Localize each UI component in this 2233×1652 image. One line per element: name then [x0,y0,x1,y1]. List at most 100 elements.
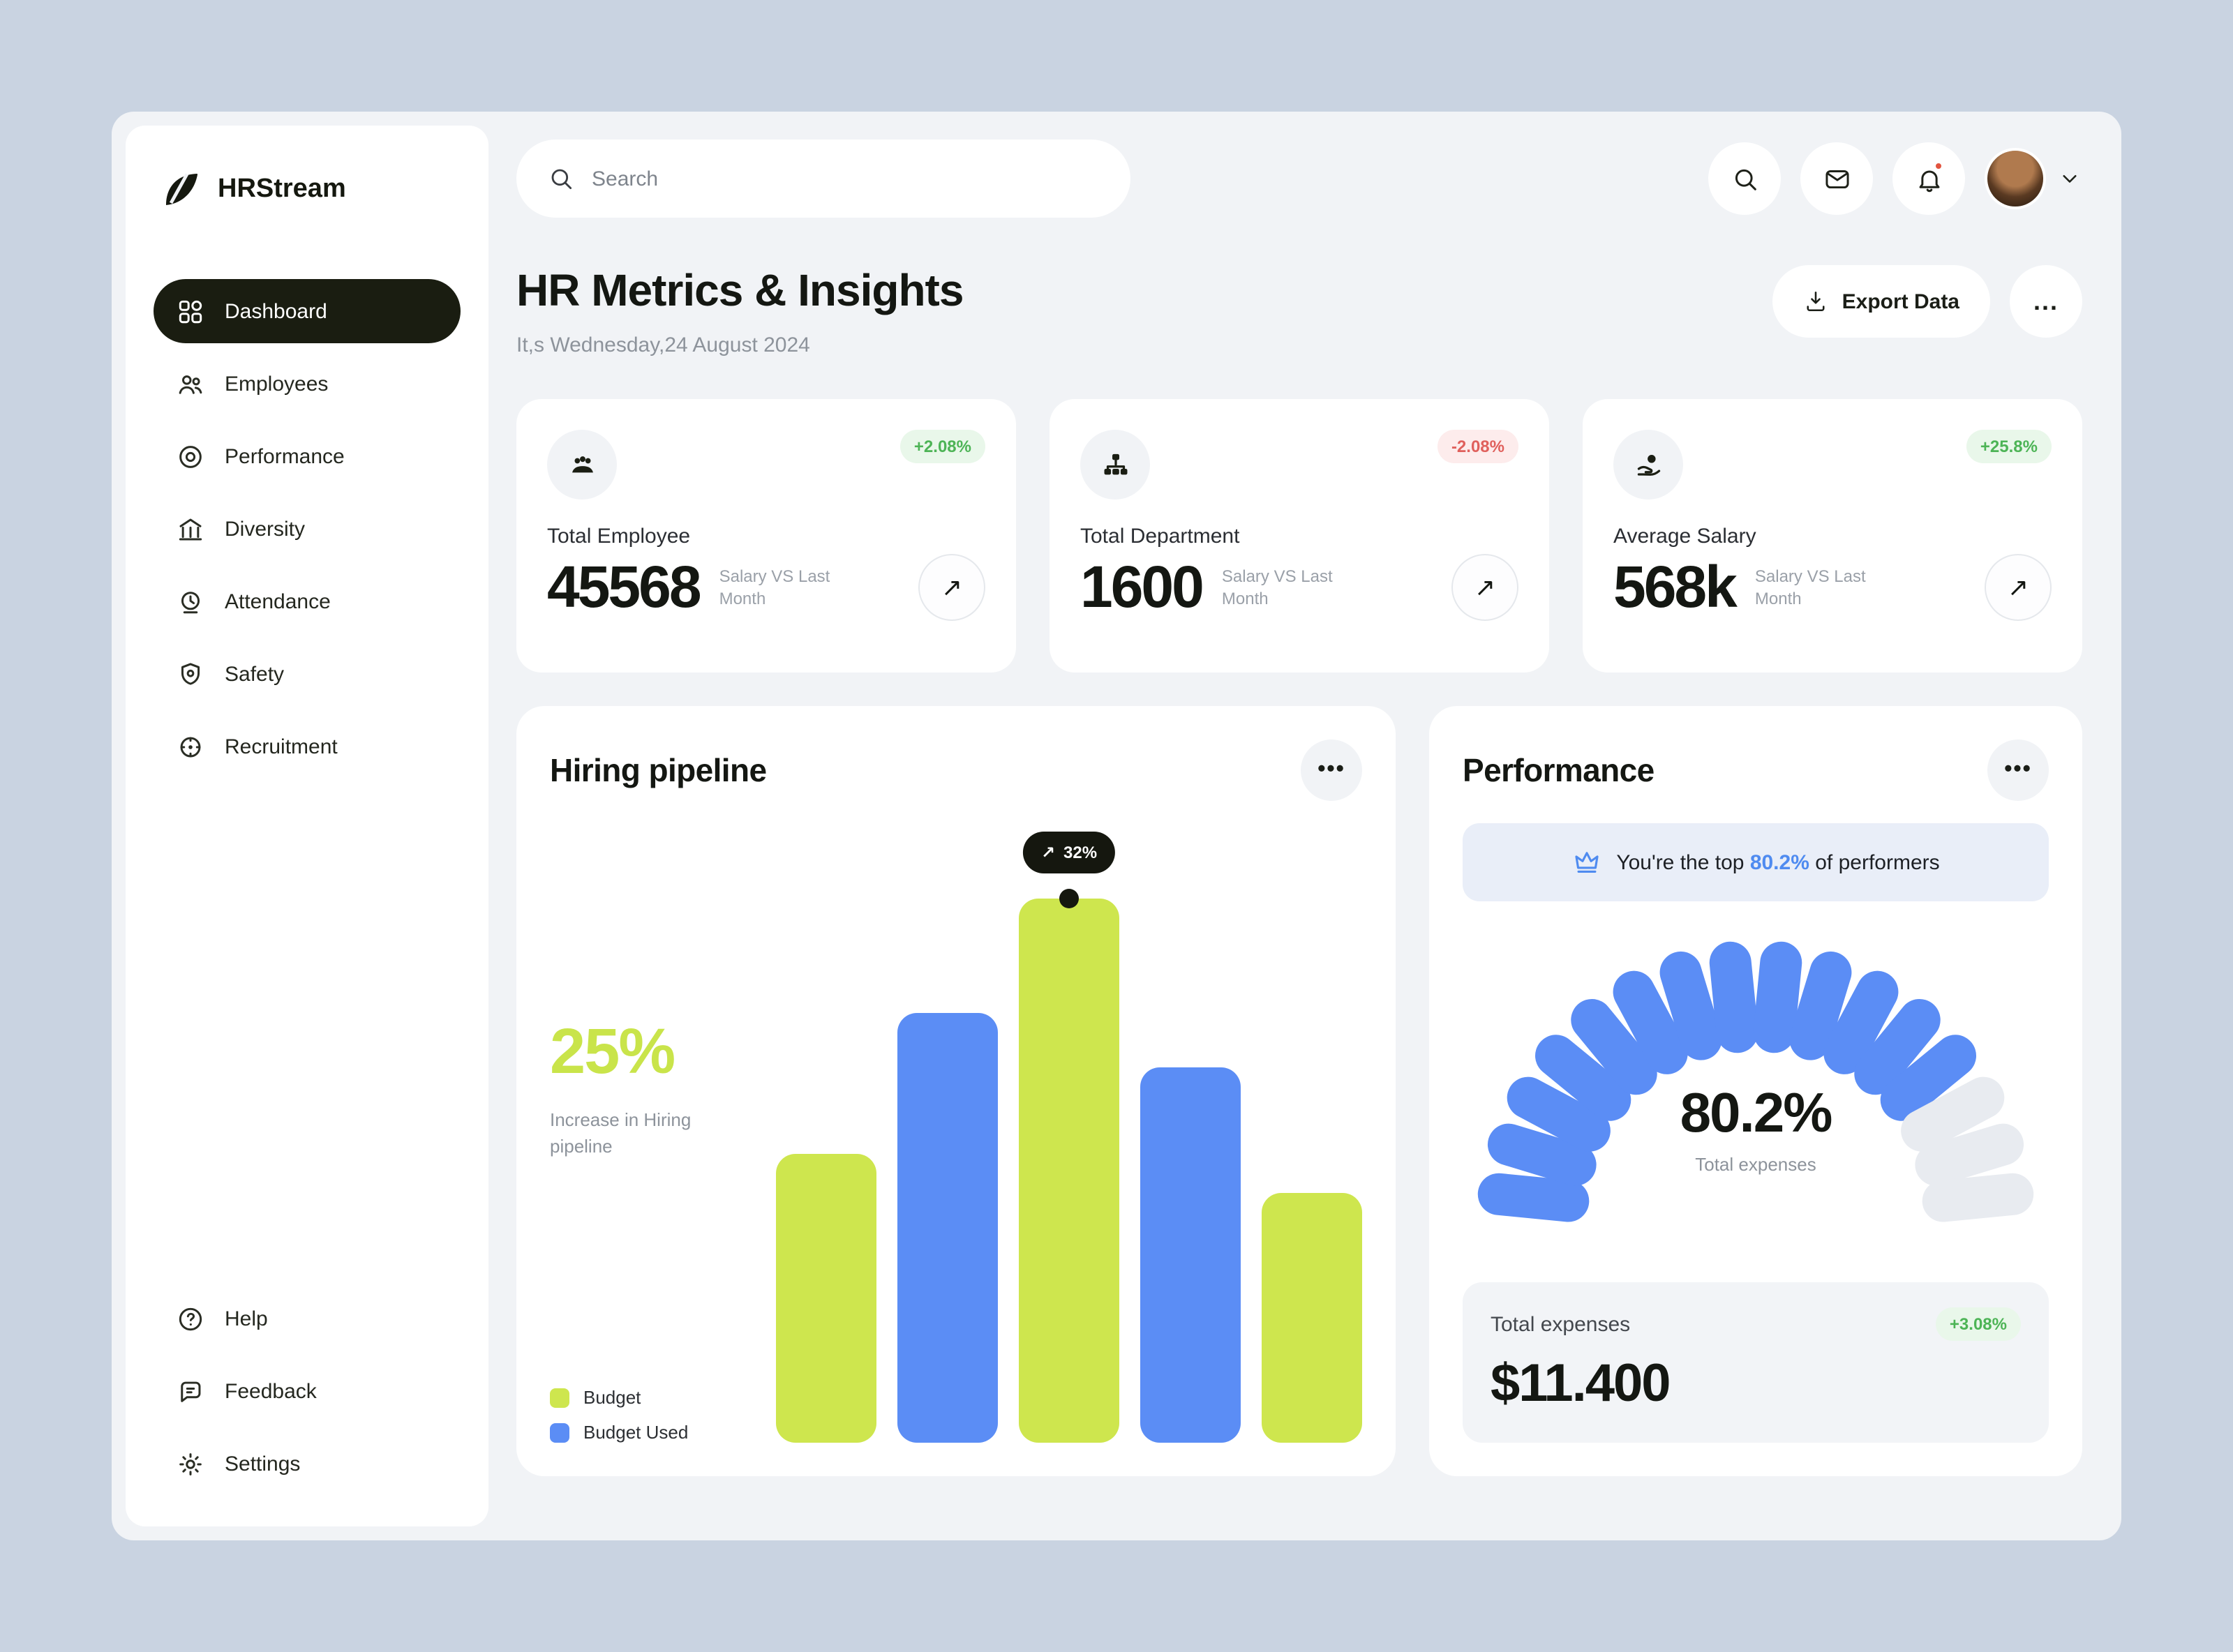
sidebar-item-help[interactable]: Help [154,1286,461,1351]
legend-label: Budget [583,1387,641,1408]
sidebar-item-label: Safety [225,662,285,686]
app-title: HRStream [218,174,346,204]
stat-icon-bubble [1080,430,1150,500]
sidebar-item-employees[interactable]: Employees [154,352,461,416]
hiring-bar [1262,1193,1362,1443]
sidebar-item-label: Performance [225,444,345,468]
stat-icon-bubble [547,430,617,500]
expenses-label: Total expenses [1491,1312,1631,1336]
hand-coin-icon [1632,449,1664,481]
banner-prefix: You're the top [1616,850,1750,874]
stat-badge: +2.08% [899,430,985,463]
page-title: HR Metrics & Insights [516,265,964,315]
legend-swatch [550,1388,569,1407]
banner-suffix: of performers [1809,850,1940,874]
gauge-caption: Total expenses [1695,1154,1816,1175]
employees-icon [176,369,205,398]
hiring-bar [897,1013,998,1443]
sidebar-item-dashboard[interactable]: Dashboard [154,279,461,343]
settings-icon [176,1449,205,1478]
sidebar: HRStream Dashboard Employees Performance Di… [126,126,488,1526]
sidebar-item-label: Diversity [225,517,306,541]
hiring-more-button[interactable]: ••• [1301,739,1362,801]
stat-arrow-button[interactable]: ↗ [1451,554,1518,621]
sidebar-item-label: Attendance [225,590,331,613]
expenses-badge: +3.08% [1935,1307,2021,1341]
legend-label: Budget Used [583,1422,689,1443]
sidebar-item-attendance[interactable]: Attendance [154,569,461,633]
stat-label: Average Salary [1613,525,1756,548]
mail-icon [1822,164,1851,193]
search-bar[interactable] [516,140,1130,218]
sidebar-item-label: Help [225,1307,268,1330]
stat-icon-bubble [1613,430,1683,500]
topbar-actions [1708,142,1965,215]
main-area: HR Metrics & Insights It,s Wednesday,24 … [516,126,2107,1526]
sidebar-item-label: Feedback [225,1379,317,1403]
performance-title: Performance [1463,751,1655,788]
recruitment-icon [176,732,205,761]
sidebar-item-performance[interactable]: Performance [154,424,461,488]
expenses-value: $11.400 [1491,1355,1671,1413]
sidebar-item-diversity[interactable]: Diversity [154,497,461,561]
hiring-title: Hiring pipeline [550,751,767,788]
mail-button[interactable] [1800,142,1873,215]
group-icon [566,449,598,481]
avatar[interactable] [1985,148,2046,209]
hiring-bar [776,1154,876,1443]
search-input[interactable] [592,167,1100,190]
feedback-icon [176,1376,205,1406]
attendance-icon [176,587,205,616]
hiring-bar: ↗ 32% [1019,832,1119,1443]
dashboard-shell: HRStream Dashboard Employees Performance Di… [112,112,2121,1540]
stat-caption: Salary VS Last Month [1221,566,1333,608]
bell-button[interactable] [1892,142,1965,215]
performance-banner: You're the top 80.2% of performers [1463,823,2049,901]
stat-arrow-button[interactable]: ↗ [1985,554,2052,621]
page-header: HR Metrics & Insights It,s Wednesday,24 … [516,265,2082,357]
trend-up-icon: ↗ [1040,843,1056,862]
gauge-arc [1477,941,2034,1222]
help-icon [176,1304,205,1333]
stat-card: +25.8% Average Salary 568k Salary VS Last M… [1583,399,2082,673]
legend-swatch [550,1422,569,1442]
stat-value: 45568 [547,554,702,620]
chevron-down-icon[interactable] [2057,166,2082,191]
export-data-button[interactable]: Export Data [1772,265,1990,338]
sidebar-item-recruitment[interactable]: Recruitment [154,714,461,779]
performance-card: Performance ••• You're the top 80.2% of … [1429,706,2082,1476]
hiring-highlight-caption: Increase in Hiring pipeline [550,1109,692,1157]
sidebar-item-label: Recruitment [225,735,338,758]
sidebar-item-label: Employees [225,372,329,396]
performance-more-button[interactable]: ••• [1987,739,2049,801]
stat-label: Total Department [1080,525,1240,548]
safety-icon [176,659,205,689]
stats-row: +2.08% Total Employee 45568 Salary VS Last … [516,399,2082,673]
legend-item: Budget Used [550,1422,776,1443]
stat-caption: Salary VS Last Month [1754,566,1866,608]
search-icon [547,165,575,193]
search-button[interactable] [1708,142,1781,215]
sidebar-item-settings[interactable]: Settings [154,1432,461,1496]
profile-menu[interactable] [1985,148,2082,209]
stat-badge: +25.8% [1966,430,2052,463]
hiring-legend: Budget Budget Used [550,1387,776,1443]
sidebar-item-safety[interactable]: Safety [154,642,461,706]
bar-tooltip-value: 32% [1063,843,1098,862]
stat-arrow-button[interactable]: ↗ [918,554,985,621]
hierarchy-icon [1099,449,1131,481]
sidebar-item-feedback[interactable]: Feedback [154,1359,461,1423]
performance-gauge: 80.2% Total expenses [1463,935,2049,1236]
page-more-button[interactable]: ... [2010,265,2082,338]
dashboard-icon [176,296,205,326]
hiring-bar [1140,1067,1241,1443]
bar-marker-dot [1059,889,1079,908]
stat-badge: -2.08% [1437,430,1518,463]
stat-label: Total Employee [547,525,691,548]
notification-dot [1933,160,1944,172]
logo: HRStream [154,156,461,223]
hiring-bar-chart: ↗ 32% [776,809,1362,1443]
page-subtitle: It,s Wednesday,24 August 2024 [516,333,810,357]
stat-value: 1600 [1080,554,1204,620]
